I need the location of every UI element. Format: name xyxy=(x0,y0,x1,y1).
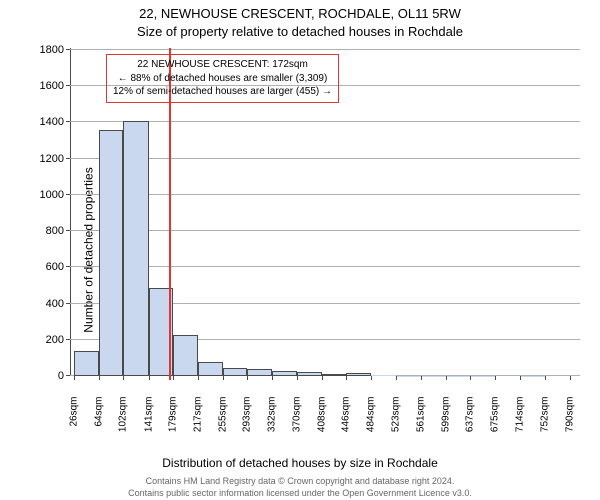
x-tick-label: 26sqm xyxy=(69,397,80,437)
x-tick-label: 484sqm xyxy=(366,397,377,437)
histogram-bar xyxy=(99,130,124,376)
x-tick xyxy=(545,376,546,380)
x-axis-label: Distribution of detached houses by size … xyxy=(0,456,600,470)
y-tick xyxy=(66,339,70,340)
x-tick-label: 675sqm xyxy=(489,397,500,437)
x-tick xyxy=(149,376,150,380)
chart-title-line2: Size of property relative to detached ho… xyxy=(0,24,600,39)
x-tick-label: 752sqm xyxy=(539,397,550,437)
y-tick xyxy=(66,194,70,195)
x-tick-label: 561sqm xyxy=(415,397,426,437)
x-tick xyxy=(470,376,471,380)
histogram-bar xyxy=(123,121,148,376)
x-tick-label: 179sqm xyxy=(168,397,179,437)
annotation-line: 12% of semi-detached houses are larger (… xyxy=(113,85,332,99)
x-tick xyxy=(123,376,124,380)
y-tick xyxy=(66,158,70,159)
x-tick xyxy=(322,376,323,380)
histogram-bar xyxy=(346,373,371,376)
grid-line xyxy=(70,49,580,50)
x-tick xyxy=(346,376,347,380)
x-tick-label: 255sqm xyxy=(217,397,228,437)
histogram-bar xyxy=(74,351,99,376)
y-tick-label: 400 xyxy=(24,298,64,310)
y-tick-label: 1600 xyxy=(24,80,64,92)
x-tick-label: 599sqm xyxy=(440,397,451,437)
y-tick xyxy=(66,121,70,122)
copyright-line2: Contains public sector information licen… xyxy=(0,488,600,498)
histogram-bar xyxy=(223,368,248,376)
histogram-bar xyxy=(247,369,272,376)
annotation-line: ← 88% of detached houses are smaller (3,… xyxy=(113,72,332,86)
x-tick-label: 446sqm xyxy=(341,397,352,437)
x-tick-label: 217sqm xyxy=(192,397,203,437)
histogram-bar xyxy=(198,362,223,376)
histogram-chart: 22, NEWHOUSE CRESCENT, ROCHDALE, OL11 5R… xyxy=(0,0,600,500)
histogram-bar xyxy=(173,335,198,376)
x-tick-label: 370sqm xyxy=(292,397,303,437)
y-tick-label: 1800 xyxy=(24,44,64,56)
histogram-bar xyxy=(297,372,322,376)
annotation-box: 22 NEWHOUSE CRESCENT: 172sqm← 88% of det… xyxy=(106,54,339,103)
x-tick-label: 637sqm xyxy=(465,397,476,437)
y-tick xyxy=(66,230,70,231)
x-tick-label: 64sqm xyxy=(93,397,104,437)
x-tick-label: 408sqm xyxy=(316,397,327,437)
x-tick xyxy=(446,376,447,380)
y-tick xyxy=(66,49,70,50)
y-tick-label: 0 xyxy=(24,370,64,382)
x-tick xyxy=(421,376,422,380)
x-tick xyxy=(520,376,521,380)
x-tick-label: 523sqm xyxy=(391,397,402,437)
x-tick-label: 332sqm xyxy=(267,397,278,437)
x-tick xyxy=(223,376,224,380)
chart-title-line1: 22, NEWHOUSE CRESCENT, ROCHDALE, OL11 5R… xyxy=(0,6,600,21)
x-tick xyxy=(74,376,75,380)
plot-area: 26sqm64sqm102sqm141sqm179sqm217sqm255sqm… xyxy=(70,48,580,418)
histogram-bar xyxy=(272,371,297,376)
x-tick-label: 141sqm xyxy=(143,397,154,437)
y-axis xyxy=(70,48,71,376)
y-tick xyxy=(66,266,70,267)
x-tick xyxy=(198,376,199,380)
x-tick xyxy=(272,376,273,380)
y-tick-label: 1400 xyxy=(24,116,64,128)
x-tick xyxy=(495,376,496,380)
y-tick-label: 600 xyxy=(24,261,64,273)
y-tick xyxy=(66,303,70,304)
y-tick xyxy=(66,85,70,86)
x-tick-label: 714sqm xyxy=(515,397,526,437)
copyright-line1: Contains HM Land Registry data © Crown c… xyxy=(0,476,600,486)
x-tick xyxy=(99,376,100,380)
y-tick xyxy=(66,375,70,376)
x-tick-label: 790sqm xyxy=(564,397,575,437)
x-tick xyxy=(396,376,397,380)
x-tick xyxy=(173,376,174,380)
y-tick-label: 800 xyxy=(24,225,64,237)
annotation-line: 22 NEWHOUSE CRESCENT: 172sqm xyxy=(113,58,332,72)
histogram-bar xyxy=(322,374,347,376)
y-tick-label: 1200 xyxy=(24,153,64,165)
x-tick xyxy=(297,376,298,380)
y-tick-label: 200 xyxy=(24,334,64,346)
x-tick xyxy=(570,376,571,380)
x-tick-label: 293sqm xyxy=(242,397,253,437)
x-tick xyxy=(247,376,248,380)
x-tick xyxy=(371,376,372,380)
histogram-bar xyxy=(371,375,396,376)
x-tick-label: 102sqm xyxy=(118,397,129,437)
y-tick-label: 1000 xyxy=(24,189,64,201)
